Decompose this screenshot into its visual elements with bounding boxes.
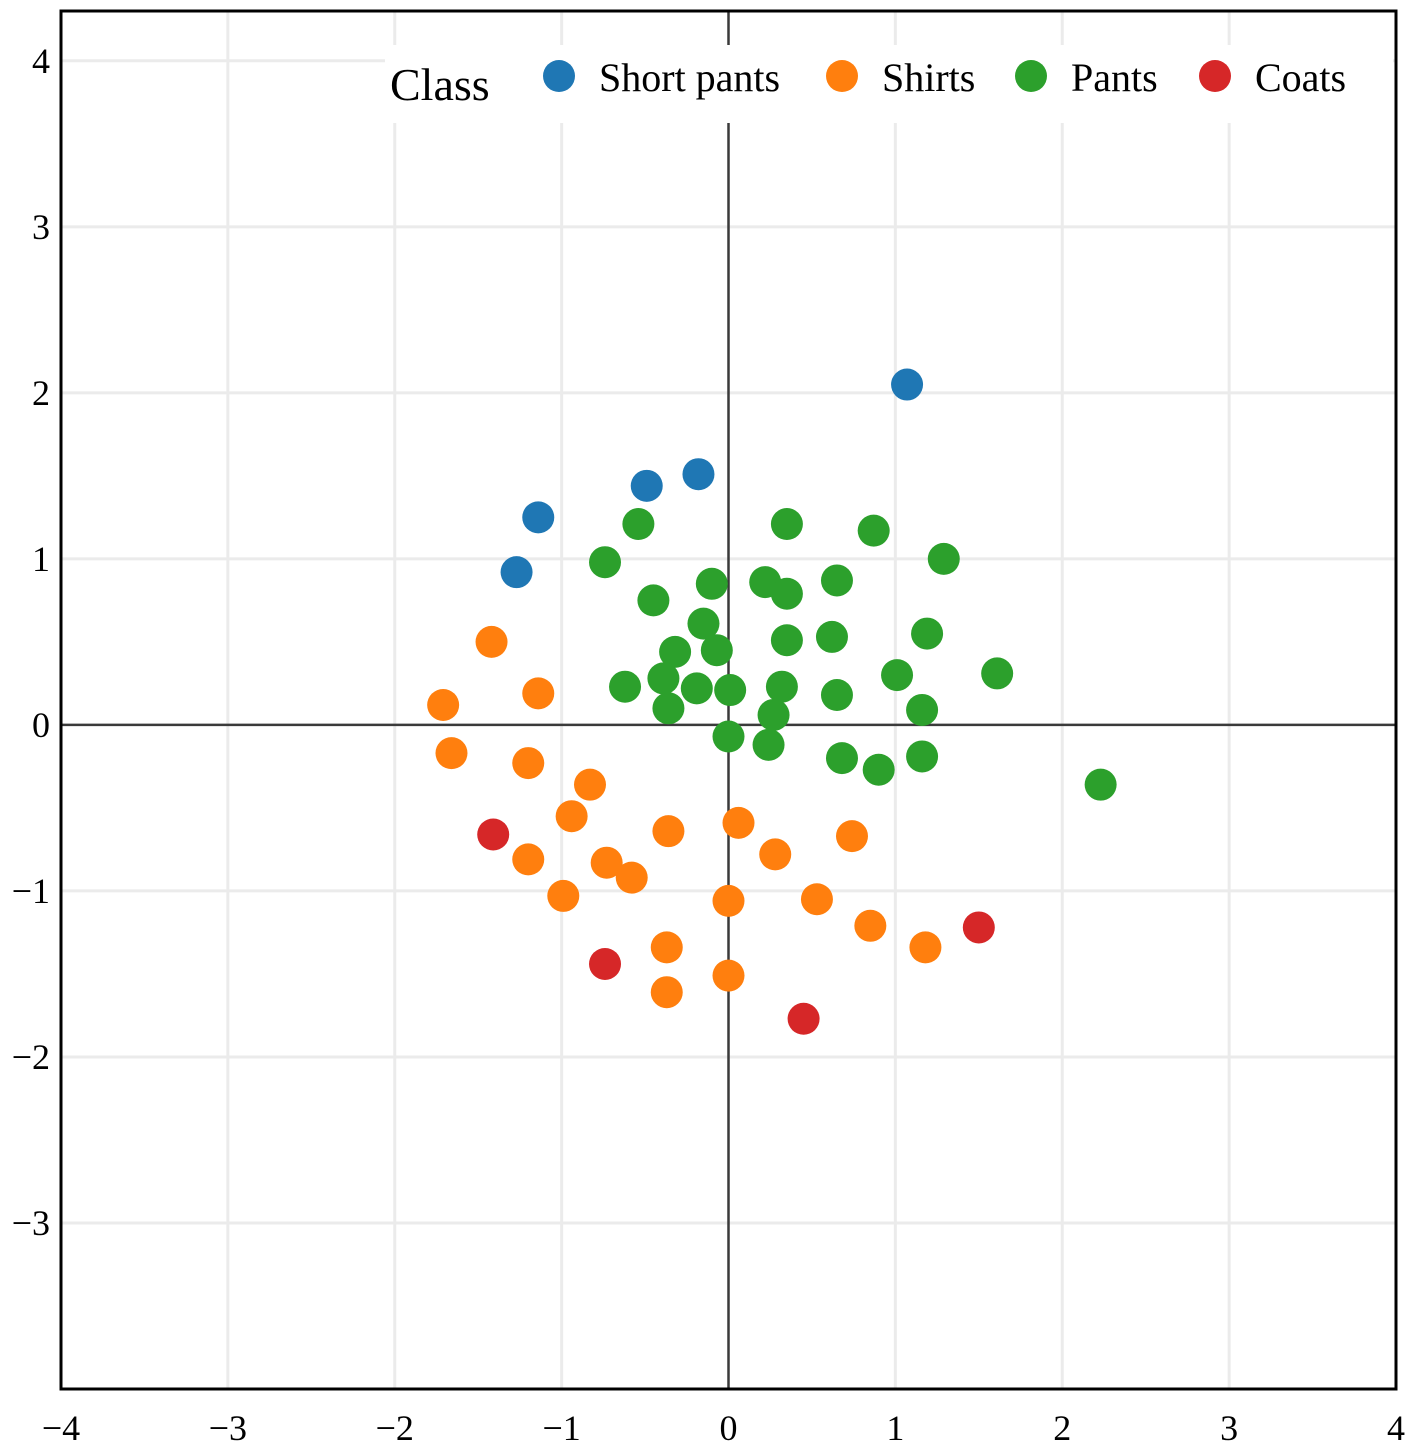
data-point (589, 546, 622, 579)
x-tick-label: −3 (209, 1408, 247, 1448)
data-point (637, 584, 670, 617)
legend-label: Short pants (599, 55, 780, 100)
data-point (835, 820, 868, 853)
y-tick-labels: −3 −2 −1 0 1 2 3 4 (12, 41, 50, 1243)
data-point (680, 672, 713, 705)
data-point (687, 607, 720, 640)
y-tick-label: 4 (32, 41, 50, 81)
data-point (759, 838, 792, 871)
data-point (555, 800, 588, 833)
x-tick-label: −1 (542, 1408, 580, 1448)
data-point (891, 368, 924, 401)
data-point (981, 657, 1014, 690)
x-tick-label: −4 (42, 1408, 80, 1448)
legend-marker (1199, 60, 1231, 92)
legend-items: Short pants Shirts Pants Coats (543, 55, 1346, 100)
x-tick-label: −2 (376, 1408, 414, 1448)
data-point (787, 1002, 820, 1035)
data-point (854, 909, 887, 942)
data-point (477, 818, 510, 851)
data-point (1084, 768, 1117, 801)
data-point (652, 815, 685, 848)
data-point (906, 740, 939, 773)
data-point (712, 720, 745, 753)
data-point (770, 508, 803, 541)
data-point (757, 698, 790, 731)
x-tick-label: 2 (1053, 1408, 1071, 1448)
data-point (857, 514, 890, 547)
data-point (714, 674, 747, 707)
data-point (712, 884, 745, 917)
legend-label: Pants (1071, 55, 1158, 100)
data-point (722, 806, 755, 839)
data-point (815, 620, 848, 653)
legend-label: Coats (1255, 55, 1346, 100)
data-point (609, 670, 642, 703)
data-point (475, 625, 508, 658)
data-point (652, 692, 685, 725)
data-point (800, 883, 833, 916)
data-point (512, 747, 545, 780)
data-points (427, 368, 1117, 1035)
legend-marker (826, 60, 858, 92)
y-tick-label: −2 (12, 1037, 50, 1077)
data-point (650, 931, 683, 964)
data-point (770, 577, 803, 610)
data-point (500, 556, 533, 589)
x-tick-label: 3 (1220, 1408, 1238, 1448)
data-point (927, 542, 960, 575)
data-point (622, 508, 655, 541)
data-point (435, 737, 468, 770)
data-point (615, 861, 648, 894)
x-tick-label: 1 (886, 1408, 904, 1448)
x-tick-labels: −4 −3 −2 −1 0 1 2 3 4 (42, 1408, 1405, 1448)
data-point (573, 768, 606, 801)
data-point (512, 843, 545, 876)
data-point (712, 959, 745, 992)
data-point (427, 688, 460, 721)
data-point (820, 564, 853, 597)
data-point (770, 624, 803, 657)
data-point (906, 693, 939, 726)
data-point (522, 501, 555, 534)
legend: Class Short pants Shirts Pants Coats (385, 45, 1393, 123)
data-point (589, 947, 622, 980)
data-point (752, 728, 785, 761)
legend-marker (1015, 60, 1047, 92)
data-point (650, 976, 683, 1009)
y-tick-label: 0 (32, 705, 50, 745)
data-point (909, 931, 942, 964)
data-point (590, 846, 623, 879)
y-tick-label: 1 (32, 539, 50, 579)
y-tick-label: −1 (12, 871, 50, 911)
data-point (647, 662, 680, 695)
plot-frame (59, 9, 1398, 1391)
data-point (700, 634, 733, 667)
data-point (911, 617, 944, 650)
data-point (820, 679, 853, 712)
data-point (765, 670, 798, 703)
data-point (881, 659, 914, 692)
x-tick-label: 4 (1387, 1408, 1405, 1448)
x-tick-label: 0 (720, 1408, 738, 1448)
y-tick-label: 2 (32, 373, 50, 413)
data-point (630, 469, 663, 502)
data-point (659, 635, 692, 668)
data-point (825, 742, 858, 775)
data-point (522, 677, 555, 710)
y-tick-label: −3 (12, 1203, 50, 1243)
data-point (547, 879, 580, 912)
data-point (862, 753, 895, 786)
legend-title: Class (390, 59, 490, 110)
y-tick-label: 3 (32, 207, 50, 247)
data-point (962, 911, 995, 944)
legend-label: Shirts (882, 55, 975, 100)
data-point (682, 458, 715, 491)
legend-marker (543, 60, 575, 92)
data-point (695, 567, 728, 600)
